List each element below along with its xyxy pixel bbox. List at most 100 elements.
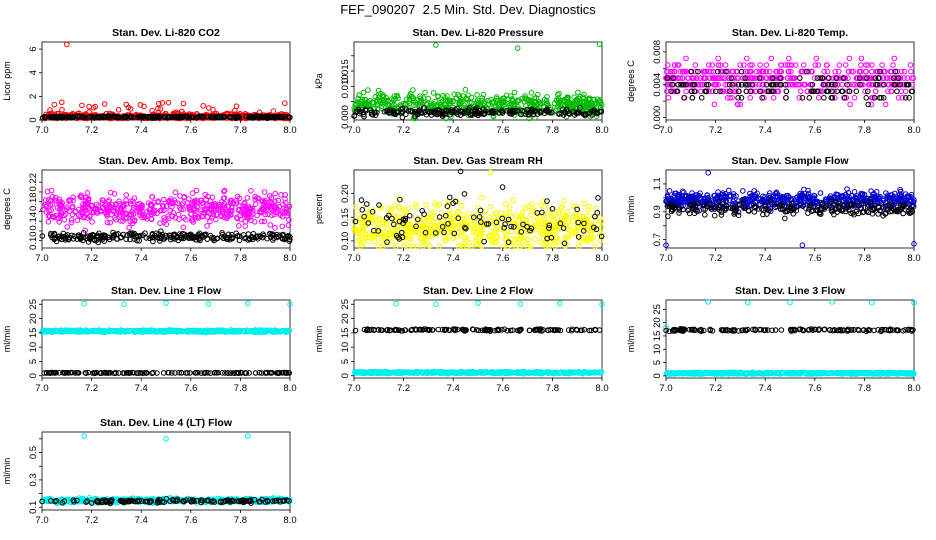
data-point (146, 207, 153, 213)
data-point (180, 224, 187, 231)
x-tick-label: 7.2 (397, 253, 410, 264)
data-point (554, 234, 560, 241)
data-point (219, 208, 226, 215)
y-tick-label: 0.004 (652, 73, 663, 97)
data-point (458, 232, 464, 239)
data-point (854, 75, 861, 81)
data-point (362, 216, 368, 223)
data-point (525, 236, 531, 242)
data-point (374, 109, 380, 116)
data-point (715, 68, 721, 75)
data-point (719, 75, 725, 81)
data-point (279, 213, 286, 220)
data-point (121, 206, 127, 213)
figure-title: FEF_090207 2.5 Min. Std. Dev. Diagnostic… (340, 2, 596, 17)
data-point (43, 202, 50, 209)
data-point (231, 114, 238, 121)
data-point (596, 98, 603, 104)
data-point (242, 235, 248, 242)
data-point (711, 81, 717, 88)
data-point (423, 202, 429, 208)
data-point (159, 100, 166, 106)
y-tick-label: 0.9 (652, 205, 663, 218)
data-point (119, 209, 126, 215)
data-point (238, 216, 244, 223)
data-point (879, 62, 885, 68)
data-point (115, 114, 122, 121)
data-point (821, 95, 827, 101)
data-point (763, 205, 769, 212)
data-point (70, 114, 77, 120)
data-point (450, 236, 457, 242)
data-point (863, 68, 869, 75)
data-point (592, 101, 599, 108)
data-point (520, 238, 526, 245)
data-point (255, 236, 261, 242)
y-axis-label: kPa (314, 73, 324, 89)
data-point (209, 327, 215, 334)
data-point (195, 231, 202, 238)
data-point (541, 227, 548, 234)
x-tick-label: 7.2 (709, 125, 722, 136)
x-tick-label: 8.0 (283, 253, 296, 264)
data-point (351, 113, 358, 119)
data-point (463, 225, 469, 232)
data-point (64, 204, 70, 210)
data-point (168, 114, 175, 121)
data-point (703, 203, 710, 210)
data-point (475, 112, 481, 119)
data-point (733, 88, 739, 95)
data-point (874, 81, 881, 88)
data-point (749, 75, 755, 81)
chart-rh: Stan. Dev. Gas Stream RH7.0 7.2 7.4 7.6 7.8 8… (314, 155, 609, 264)
data-point (711, 75, 717, 81)
data-point (893, 75, 900, 81)
data-point (369, 208, 376, 215)
data-point (716, 198, 722, 205)
data-point (494, 96, 500, 102)
data-point (356, 92, 362, 98)
data-point (849, 201, 855, 207)
data-point (40, 328, 46, 334)
data-point (805, 187, 811, 194)
data-point (756, 68, 763, 75)
data-point (228, 204, 235, 211)
data-point (726, 187, 732, 194)
data-point (443, 108, 450, 114)
data-point (140, 232, 146, 238)
data-point (109, 235, 116, 241)
data-point (285, 222, 292, 228)
data-point (745, 68, 751, 75)
data-point (463, 236, 469, 243)
data-point (828, 81, 835, 88)
data-point (451, 91, 457, 97)
data-point (131, 195, 138, 202)
data-point (131, 236, 138, 242)
data-point (816, 209, 823, 216)
x-tick-label: 7.8 (234, 125, 247, 136)
data-point (783, 88, 790, 95)
data-point (234, 114, 240, 120)
data-point (111, 191, 118, 197)
y-tick-label: 1.1 (652, 177, 663, 190)
data-point (554, 214, 560, 221)
data-point (866, 75, 872, 81)
data-point (448, 220, 455, 227)
data-point (481, 238, 487, 245)
data-point (863, 62, 869, 68)
data-point (479, 194, 485, 201)
data-point (824, 68, 831, 75)
data-point (570, 203, 577, 209)
data-point (39, 115, 46, 121)
data-point (773, 68, 779, 75)
chart-title: Stan. Dev. Li-820 Temp. (732, 27, 848, 39)
data-point (597, 232, 604, 238)
data-point (119, 203, 126, 210)
data-point (219, 230, 225, 236)
data-point (519, 210, 526, 216)
data-point (417, 99, 424, 106)
data-point (126, 224, 132, 231)
data-point (680, 81, 687, 88)
data-point (359, 229, 366, 235)
data-point (48, 207, 54, 213)
